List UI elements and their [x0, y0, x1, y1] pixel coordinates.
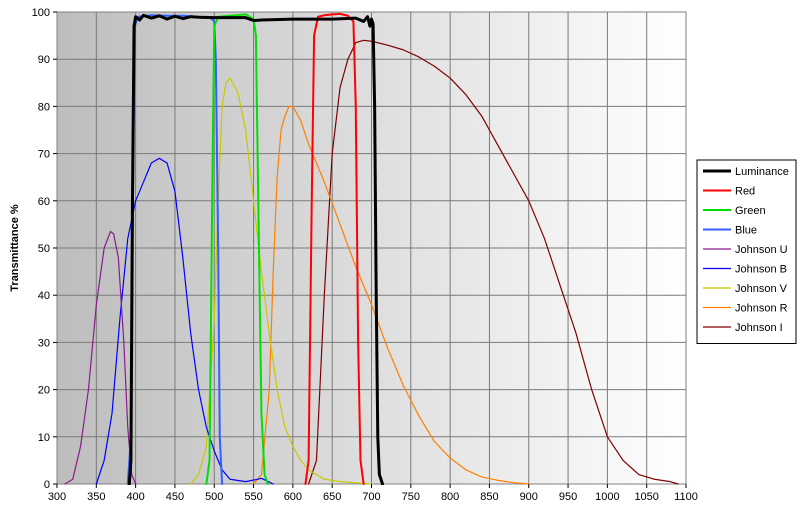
legend-label-blue: Blue: [735, 225, 757, 237]
legend-label-johnson-v: Johnson V: [735, 283, 788, 295]
x-tick-label: 650: [323, 491, 341, 503]
series-line-johnson-b: [95, 157, 274, 485]
legend-label-johnson-b: Johnson B: [735, 264, 787, 276]
x-tick-label: 450: [166, 491, 184, 503]
x-tick-label: 300: [48, 491, 66, 503]
x-tick-label: 550: [244, 491, 262, 503]
x-tick-label: 700: [362, 491, 380, 503]
legend-label-johnson-r: Johnson R: [735, 303, 788, 315]
x-tick-label: 600: [284, 491, 302, 503]
y-tick-label: 60: [38, 196, 50, 208]
x-tick-label: 1050: [634, 491, 658, 503]
x-tick-label: 500: [205, 491, 223, 503]
y-tick-label: 50: [38, 243, 50, 255]
legend-label-red: Red: [735, 186, 755, 198]
series-line-johnson-v: [190, 77, 373, 485]
x-tick-label: 800: [441, 491, 459, 503]
series-layer: [64, 12, 679, 485]
y-tick-label: 100: [32, 7, 50, 19]
y-tick-label: 40: [38, 290, 50, 302]
x-tick-label: 950: [559, 491, 577, 503]
y-tick-label: 20: [38, 385, 50, 397]
series-line-green: [205, 13, 269, 485]
y-tick-label: 90: [38, 54, 50, 66]
y-axis-ticks: 0 10 20 30 40 50 60 70 80 90 100: [32, 7, 57, 491]
y-tick-label: 10: [38, 432, 50, 444]
x-tick-label: 750: [402, 491, 420, 503]
x-tick-label: 850: [480, 491, 498, 503]
x-tick-label: 350: [87, 491, 105, 503]
x-tick-label: 400: [126, 491, 144, 503]
series-line-johnson-u: [64, 230, 137, 485]
legend-label-luminance: Luminance: [735, 166, 789, 178]
y-tick-label: 30: [38, 337, 50, 349]
x-tick-label: 900: [520, 491, 538, 503]
y-tick-label: 80: [38, 101, 50, 113]
x-axis-ticks: 300 350 400 450 500 550 600 650 700 750 800 850 900 9…: [48, 484, 698, 503]
legend: Luminance Red Green Blue Johnson U Johnson B J…: [696, 159, 797, 344]
series-line-johnson-r: [252, 105, 530, 485]
series-line-johnson-i: [308, 39, 679, 485]
legend-label-johnson-i: Johnson I: [735, 322, 783, 334]
y-tick-label: 0: [44, 479, 50, 491]
x-tick-label: 1000: [595, 491, 619, 503]
x-tick-label: 1100: [674, 491, 698, 503]
series-line-red: [304, 12, 365, 485]
legend-label-green: Green: [735, 205, 766, 217]
series-line-luminance: [127, 13, 385, 485]
y-axis-label: Transmittance %: [9, 204, 21, 292]
y-tick-label: 70: [38, 149, 50, 161]
legend-label-johnson-u: Johnson U: [735, 244, 788, 256]
